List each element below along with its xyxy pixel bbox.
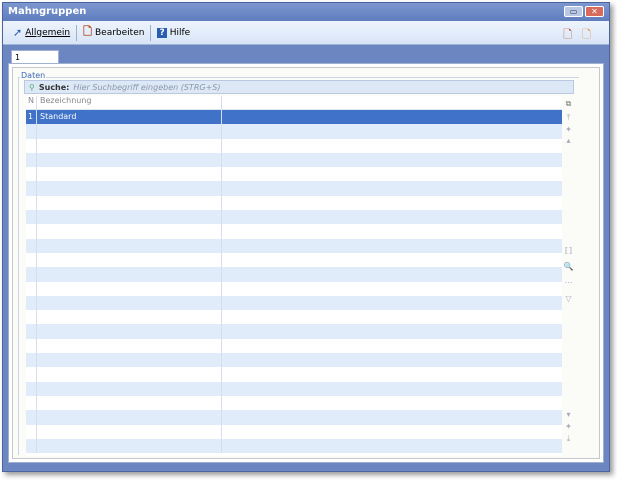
empty-row bbox=[26, 338, 562, 354]
edit-document-icon: 🗋 bbox=[83, 25, 92, 38]
bearbeiten-button[interactable]: 🗋 Bearbeiten bbox=[83, 23, 144, 42]
grid-header: N Bezeichnung bbox=[26, 96, 562, 110]
column-header-n[interactable]: N bbox=[26, 96, 37, 109]
bearbeiten-label: Bearbeiten bbox=[95, 27, 145, 38]
previous-record-icon[interactable]: ▴ bbox=[566, 136, 571, 145]
allgemein-button[interactable]: ➚ Allgemein bbox=[13, 26, 70, 39]
hilfe-button[interactable]: ? Hilfe bbox=[157, 27, 191, 38]
restore-icon[interactable]: ▭ bbox=[564, 6, 583, 17]
empty-row bbox=[26, 395, 562, 411]
allgemein-label: Allgemein bbox=[25, 27, 71, 38]
empty-row bbox=[26, 410, 562, 425]
cell-n: 1 bbox=[26, 110, 37, 125]
window-title: Mahngruppen bbox=[3, 3, 609, 21]
empty-row bbox=[26, 281, 562, 296]
empty-row bbox=[26, 324, 562, 339]
data-grid: N Bezeichnung 1 Standard bbox=[26, 96, 562, 456]
columns-icon[interactable]: ⟦⟧ bbox=[564, 246, 573, 255]
search-icon: ⚲ bbox=[29, 82, 35, 92]
empty-row bbox=[26, 295, 562, 311]
separator bbox=[76, 24, 78, 41]
toolbar: ➚ Allgemein 🗋 Bearbeiten ? Hilfe 🗋 🗋 bbox=[3, 21, 609, 45]
table-row[interactable]: 1 Standard bbox=[26, 110, 562, 125]
empty-row bbox=[26, 267, 562, 282]
empty-row bbox=[26, 138, 562, 153]
empty-row bbox=[26, 381, 562, 396]
copy-icon[interactable]: ⧉ bbox=[565, 99, 572, 108]
filter-icon[interactable]: ▽ bbox=[565, 294, 572, 303]
next-record-icon[interactable]: ▾ bbox=[566, 410, 571, 419]
empty-row bbox=[26, 252, 562, 268]
search-input[interactable]: ⚲ Suche: Hier Suchbegriff eingeben (STRG… bbox=[24, 80, 574, 94]
edit-record-icon[interactable]: 🗋 bbox=[563, 28, 573, 41]
cell-bezeichnung: Standard bbox=[37, 110, 222, 125]
empty-row bbox=[26, 424, 562, 439]
empty-row bbox=[26, 152, 562, 168]
arrow-icon: ➚ bbox=[13, 26, 23, 39]
first-record-icon[interactable]: ⤒ bbox=[566, 113, 571, 122]
hilfe-label: Hilfe bbox=[169, 27, 191, 38]
xml-icon[interactable]: ⋯ bbox=[564, 278, 573, 287]
empty-row bbox=[26, 167, 562, 182]
close-icon[interactable]: ✕ bbox=[585, 6, 604, 17]
empty-row bbox=[26, 124, 562, 139]
empty-row bbox=[26, 438, 562, 454]
group-label: Daten bbox=[20, 71, 47, 80]
search-placeholder: Hier Suchbegriff eingeben (STRG+S) bbox=[73, 82, 221, 92]
separator bbox=[150, 24, 152, 41]
move-down-icon[interactable]: ✦ bbox=[565, 422, 572, 431]
empty-row bbox=[26, 367, 562, 382]
search-label: Suche: bbox=[38, 82, 70, 92]
empty-row bbox=[26, 195, 562, 211]
empty-row bbox=[26, 181, 562, 196]
empty-row bbox=[26, 224, 562, 239]
help-icon: ? bbox=[157, 27, 167, 38]
new-record-icon[interactable]: 🗋 bbox=[582, 28, 591, 41]
empty-row bbox=[26, 353, 562, 368]
zoom-icon[interactable]: 🔍 bbox=[563, 262, 574, 271]
column-header-bezeichnung[interactable]: Bezeichnung bbox=[37, 96, 222, 109]
group-daten bbox=[18, 77, 579, 455]
move-up-icon[interactable]: ✦ bbox=[565, 125, 572, 134]
last-record-icon[interactable]: ⤓ bbox=[566, 434, 571, 443]
empty-row bbox=[26, 210, 562, 225]
empty-row bbox=[26, 310, 562, 325]
empty-row bbox=[26, 238, 562, 253]
